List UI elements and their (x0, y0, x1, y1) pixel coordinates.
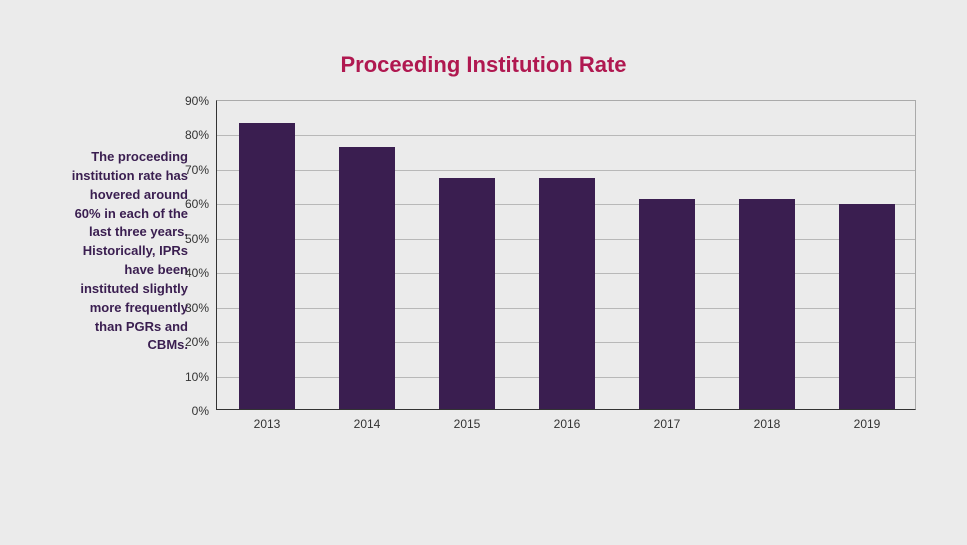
bar (339, 147, 395, 409)
bar (639, 199, 695, 409)
y-axis-label: 0% (169, 404, 209, 418)
y-axis-label: 30% (169, 301, 209, 315)
bar (839, 204, 895, 409)
y-axis-label: 20% (169, 335, 209, 349)
y-axis-label: 50% (169, 232, 209, 246)
x-axis-label: 2017 (654, 417, 681, 431)
gridline (217, 170, 915, 171)
y-axis-label: 10% (169, 370, 209, 384)
x-axis-label: 2018 (754, 417, 781, 431)
y-axis-label: 80% (169, 128, 209, 142)
bar (239, 123, 295, 409)
x-axis-label: 2013 (254, 417, 281, 431)
chart-title: Proceeding Institution Rate (0, 52, 967, 78)
y-axis-label: 70% (169, 163, 209, 177)
bar (539, 178, 595, 409)
y-axis-label: 60% (169, 197, 209, 211)
gridline (217, 135, 915, 136)
x-axis-label: 2015 (454, 417, 481, 431)
y-axis-label: 40% (169, 266, 209, 280)
y-axis-label: 90% (169, 94, 209, 108)
chart-container: Proceeding Institution Rate The proceedi… (0, 0, 967, 545)
bar (739, 199, 795, 409)
chart-plot-area: 0%10%20%30%40%50%60%70%80%90%20132014201… (216, 100, 916, 410)
x-axis-label: 2014 (354, 417, 381, 431)
x-axis-label: 2016 (554, 417, 581, 431)
bar (439, 178, 495, 409)
x-axis-label: 2019 (854, 417, 881, 431)
sidebar-description: The proceeding institution rate has hove… (68, 148, 188, 355)
